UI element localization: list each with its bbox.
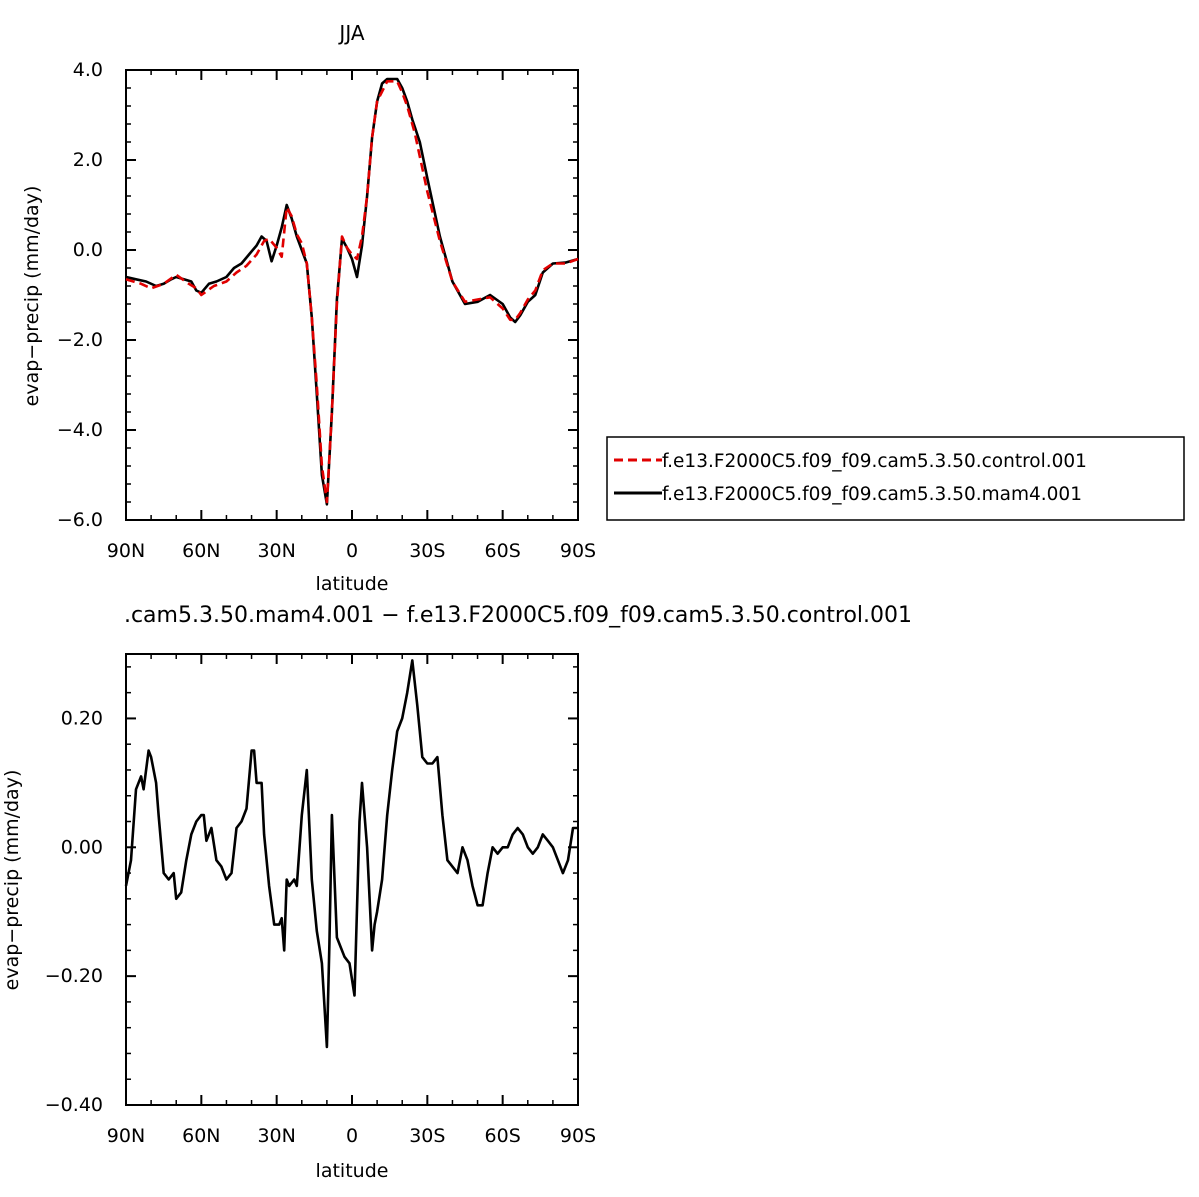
top-x-tick-label: 30S [409,540,445,562]
top-chart-xlabel: latitude [316,573,389,595]
bottom-chart-title: .cam5.3.50.mam4.001 − f.e13.F2000C5.f09_… [124,603,912,628]
legend-label-control: f.e13.F2000C5.f09_f09.cam5.3.50.control.… [662,451,1087,472]
top-y-tick-label: 4.0 [73,59,103,81]
bottom-y-tick-label: −0.20 [45,965,103,987]
top-x-tick-label: 0 [346,540,358,562]
bottom-x-tick-label: 60N [182,1125,220,1147]
top-chart-title: JJA [337,21,364,45]
top-chart: JJA latitude evap−precip (mm/day) 90N 60N… [21,21,1185,595]
mam4-series-line [125,77,579,506]
bottom-chart: .cam5.3.50.mam4.001 − f.e13.F2000C5.f09_… [1,603,912,1182]
bottom-x-tick-label: 90N [107,1125,145,1147]
legend-box [606,436,1185,521]
bottom-x-tick-label: 90S [560,1125,596,1147]
top-chart-ylabel: evap−precip (mm/day) [21,186,43,407]
control-series-line [125,80,579,504]
top-y-tick-label: −6.0 [57,509,103,531]
bottom-y-tick-label: −0.40 [45,1094,103,1116]
top-x-tick-label: 90N [107,540,145,562]
bottom-chart-ylabel: evap−precip (mm/day) [1,770,23,991]
bottom-x-tick-label: 0 [346,1125,358,1147]
top-x-tick-label: 60S [485,540,521,562]
top-y-tick-label: 2.0 [73,149,103,171]
bottom-x-tick-label: 30S [409,1125,445,1147]
difference-series-line [124,659,578,1049]
legend: f.e13.F2000C5.f09_f09.cam5.3.50.control.… [606,436,1185,521]
top-y-tick-label: −4.0 [57,419,103,441]
bottom-plot-frame [125,653,579,1106]
legend-label-mam4: f.e13.F2000C5.f09_f09.cam5.3.50.mam4.001 [662,484,1082,505]
top-x-tick-label: 90S [560,540,596,562]
bottom-x-tick-label: 30N [257,1125,295,1147]
top-plot-frame [125,69,579,521]
top-y-tick-label: −2.0 [57,329,103,351]
top-x-tick-label: 30N [257,540,295,562]
bottom-x-tick-label: 60S [485,1125,521,1147]
bottom-y-tick-label: 0.00 [61,836,103,858]
top-x-tick-label: 60N [182,540,220,562]
bottom-chart-xlabel: latitude [316,1160,389,1182]
bottom-y-tick-label: 0.20 [61,707,103,729]
top-y-tick-label: 0.0 [73,239,103,261]
